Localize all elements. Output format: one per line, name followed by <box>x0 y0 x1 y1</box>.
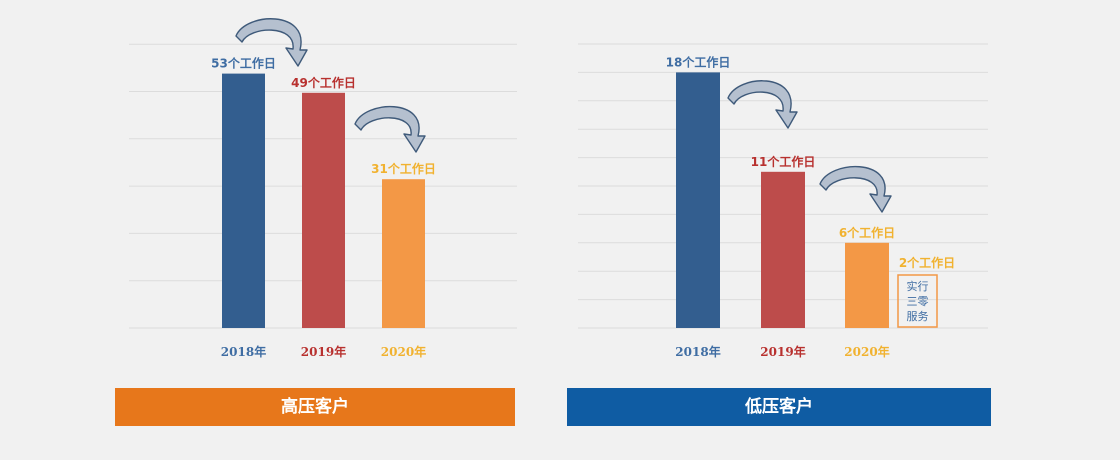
tick-label: 2018年 <box>221 344 266 359</box>
banner-high-voltage: 高压客户 <box>115 388 515 426</box>
bar <box>761 171 805 328</box>
annotation-box-text: 服务 <box>907 310 929 323</box>
annotation-box-text: 实行 <box>907 279 929 293</box>
annotation-box <box>897 274 938 328</box>
curved-arrow-icon <box>354 106 426 153</box>
data-label: 11个工作日 <box>751 154 816 169</box>
data-label: 53个工作日 <box>211 56 276 71</box>
data-label: 6个工作日 <box>839 225 895 240</box>
tick-label: 2020年 <box>381 344 426 359</box>
data-label: 49个工作日 <box>291 75 356 90</box>
annotation-box-text: 三零 <box>907 295 929 308</box>
bar <box>222 73 265 328</box>
data-label: 18个工作日 <box>666 54 731 69</box>
annotation-label: 2个工作日 <box>899 255 955 270</box>
banner-low-voltage: 低压客户 <box>567 388 991 426</box>
tick-label: 2020年 <box>844 344 889 359</box>
bar <box>845 242 889 328</box>
tick-label: 2018年 <box>675 344 720 359</box>
curved-arrow-icon <box>819 166 892 213</box>
tick-label: 2019年 <box>760 344 805 359</box>
high-voltage-chart: 53个工作日 2018年 49个工作日 2019年 31个工作日 2020年 <box>129 18 517 359</box>
tick-label: 2019年 <box>301 344 346 359</box>
curved-arrow-icon <box>235 18 308 67</box>
bar <box>382 179 425 328</box>
data-label: 31个工作日 <box>371 161 436 176</box>
bar <box>676 72 720 329</box>
low-voltage-chart: 18个工作日 2018年 11个工作日 2019年 6个工作日 2020年 2个工作日实行三… <box>578 43 988 359</box>
bar <box>302 92 345 328</box>
curved-arrow-icon <box>727 80 798 129</box>
